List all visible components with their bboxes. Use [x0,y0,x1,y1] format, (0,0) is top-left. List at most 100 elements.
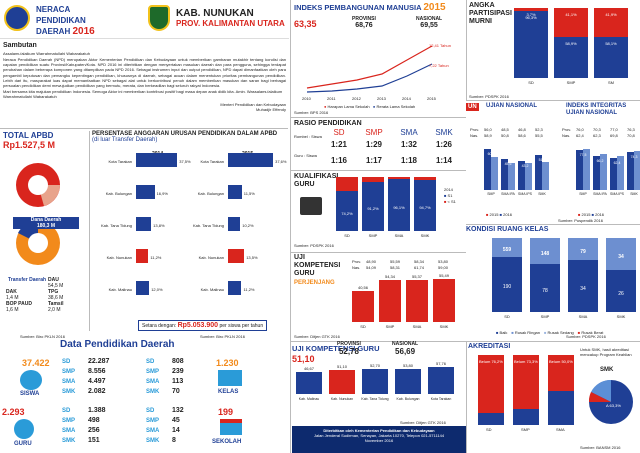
anggaran-bar-2014 [136,249,149,263]
dpd-row: SMP 498 [62,416,106,426]
anggaran-value-2014: 11,2% [150,255,162,260]
akreditasi-bar-sma-a [548,391,574,425]
un-badge: UN [466,103,479,111]
anggaran-bar-2015 [228,217,241,231]
anggaran-bar-2014 [136,185,155,199]
dpd-row-value: 8.556 [88,368,106,375]
ukg-jenjang-value: 54,34 [384,274,395,280]
kualifikasi-cat: SMK [420,233,430,238]
dpd-row-label: SMK [62,438,76,444]
ipm-panel: INDEKS PEMBANGUNAN MANUSIA 2015 63,35 PR… [294,2,464,115]
ukg-value: 46,67 [303,366,314,372]
apbd-dau: DAU 54,5 M TPG 38,6 M Tamsil 2,0 M [48,277,64,313]
ukg-jenjang-value: 55,37 [411,273,422,279]
bar-cat: SMP [579,192,587,196]
apm-panel: ANGKA PARTISIPASI MURNI 96,3% 3,7% SD 58,9%… [469,2,637,102]
bar-value: 74,3 [630,154,638,159]
bar-value: 45,6 [504,162,512,167]
ukg-value: 51,10 [336,364,347,370]
legend-swatch: ■ [511,330,514,335]
kondisi-title: KONDISI RUANG KELAS [466,226,549,233]
sekolah-label: SEKOLAH [212,439,242,445]
dpd-row-value: 1.388 [88,407,106,414]
akreditasi-title: AKREDITASI [468,343,511,350]
ukg-nas-label: Nas. [352,265,361,270]
kondisi-cat: SMP [540,314,550,319]
guru-block: 2.293 GURU SD 1.388 SMP 498 SMA 256 SMK 151 [2,405,142,450]
kondisi-bar-baik [530,263,560,312]
dpd-row-value: 808 [172,358,184,365]
ukg-cat: Kab. Bulungan [396,397,420,401]
anggaran-row-name-2014: Kab. Bulungan [105,191,132,196]
apm-bar [514,10,548,78]
dpd-row-value: 14 [172,427,180,434]
kondisi-bar-rusak [568,238,598,261]
ukg-cat: Kab. Tana Tidung [361,397,389,401]
kualifikasi-value: 94,7% [419,205,431,211]
brand-line-1: NERACA [36,5,71,14]
ukg-bar [362,369,388,394]
ref-prov-val: 52,3 [535,127,543,132]
siswa-label: SISWA [20,391,40,397]
ukg-title: UJI KOMPETENSI GURU [292,344,380,353]
anggaran-bar-2014 [136,153,178,167]
anggaran-row-name-2014: Kab. Malinau [108,287,132,292]
divider [466,100,640,101]
dpd-row: SMA 4.497 [62,377,109,387]
rasio-rombel-label: Rombel : Siswa [294,134,322,139]
brand-line-3: DAERAH 2016 [36,26,95,37]
ukg-jenjang-bar [352,290,374,322]
ukg-prov-val: 58,34 [414,259,425,264]
divider [291,117,466,118]
dpd-row-value: 70 [172,388,180,395]
rasio-rombel-val: 1:21 [330,140,347,149]
dpd-row: SMK 2.082 [62,387,109,397]
apm-source: Sumber: PDSPK 2016 [469,94,509,99]
ref-nas-label: Nas. [562,133,571,138]
kualifikasi-bars: 74,2% SD 91,2% SMP 96,1% SMA 94,7% SMK [336,177,441,238]
dpd-row-label: SMA [146,379,160,385]
kondisi-rusak-val: 78 [542,287,548,294]
anggaran-value-2014: 37,5% [179,159,191,164]
legend-swatch: ■ [544,330,547,335]
siswa-list: SD 22.287 SMP 8.556 SMA 4.497 SMK 2.082 [62,357,109,397]
kondisi-legend-item: ■ Rusak Ringan [511,330,540,335]
ref-nas-label: Nas. [470,133,479,138]
bar-2016 [583,148,590,190]
ukg-bars: 46,67 Kab. Malinau 51,10 Kab. Nunukan 52,70 K… [296,361,466,406]
ukg-jenjang-source: Sumber: Ditjen GTK 2016 [294,334,340,339]
kondisi-baik-val: 79 [580,249,586,256]
region-prov: PROV. KALIMANTAN UTARA [176,19,285,28]
iiun-bars: 77,5 SMP 66,2 SMA IPA 62,4 SMA IPS 74,3 SMK [576,146,640,196]
apbd-panel: TOTAL APBD Rp1.527,5 M Dana Daerah 180,3 … [3,131,88,331]
ukg-jenjang-cat: SMP [385,324,395,329]
apbd-dak: DAK 1,4 M BOP PAUD 1,6 M [6,289,32,313]
un-bars: 60,3 SMP 45,6 SMA IPA 43,2 SMA IPS 51,3 SMK [484,146,556,196]
ukg-jenjang-cat: SMK [439,324,449,329]
anggaran-value-2015: 10,2% [242,223,254,228]
kondisi-baik-val: 34 [618,254,624,261]
bar-2015 [484,149,491,190]
ref-nas-val: 50,8 [501,133,509,138]
sekolah-block: SD 132 SMP 45 SMA 14 SMK 8 199 SEKOLAH [146,405,286,450]
anggaran-subtitle: (di luar Transfer Daerah) [92,137,158,143]
kualifikasi-panel: KUALIFIKASI GURU 74,2% SD 91,2% SMP 96,1% SMA… [294,173,464,251]
bar-2016 [525,162,532,190]
divider [291,170,466,171]
anggaran-value-2015: 11,2% [243,287,255,292]
sambutan-greeting: Assalamu'alaikum Warrahmatullahi Wabarak… [3,51,90,56]
ipm-year-tick: 2014 [402,96,411,101]
sekolah-total: 199 [218,407,234,417]
akreditasi-cat: SMP [521,427,530,432]
kondisi-bars: 559 190 SD 148 78 SMP 79 34 SMA 34 26 SMK [472,238,636,319]
rasio-guru-val: 1:17 [365,156,382,165]
kondisi-bar-baik [568,260,598,312]
anggaran-row-name-2014: Kota Tarakan [108,159,133,164]
dpd-panel: Data Pendidikan Daerah 37.422 SISWA SD 22… [0,339,288,453]
kondisi-bar-rusak [492,238,522,257]
ukg-jenjang-bar [433,279,455,322]
akreditasi-smk-lbl: A 63,3% [606,403,621,408]
ukg-jenjang-bars: 40,56 SD 54,34 SMP 55,37 SMA 55,49 SMK [352,273,462,330]
apbd-value: Rp1.527,5 M [3,140,56,150]
anggaran-value-2015: 13,5% [246,255,258,260]
